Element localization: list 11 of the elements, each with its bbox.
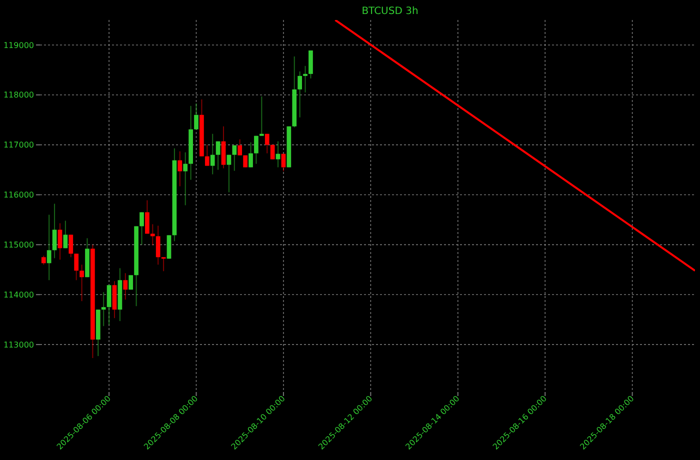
candlestick xyxy=(270,144,275,160)
y-tick-label: 113000 xyxy=(3,340,34,350)
candlestick xyxy=(166,234,172,260)
y-tick-label: 117000 xyxy=(3,140,34,150)
candlestick xyxy=(128,274,134,290)
y-tick-label: 119000 xyxy=(3,40,34,50)
y-tick-label: 118000 xyxy=(3,90,34,100)
chart-title: BTCUSD 3h xyxy=(362,6,418,17)
y-tick-label: 115000 xyxy=(3,240,34,250)
y-tick-label: 116000 xyxy=(3,190,34,200)
y-tick-label: 114000 xyxy=(3,290,34,300)
